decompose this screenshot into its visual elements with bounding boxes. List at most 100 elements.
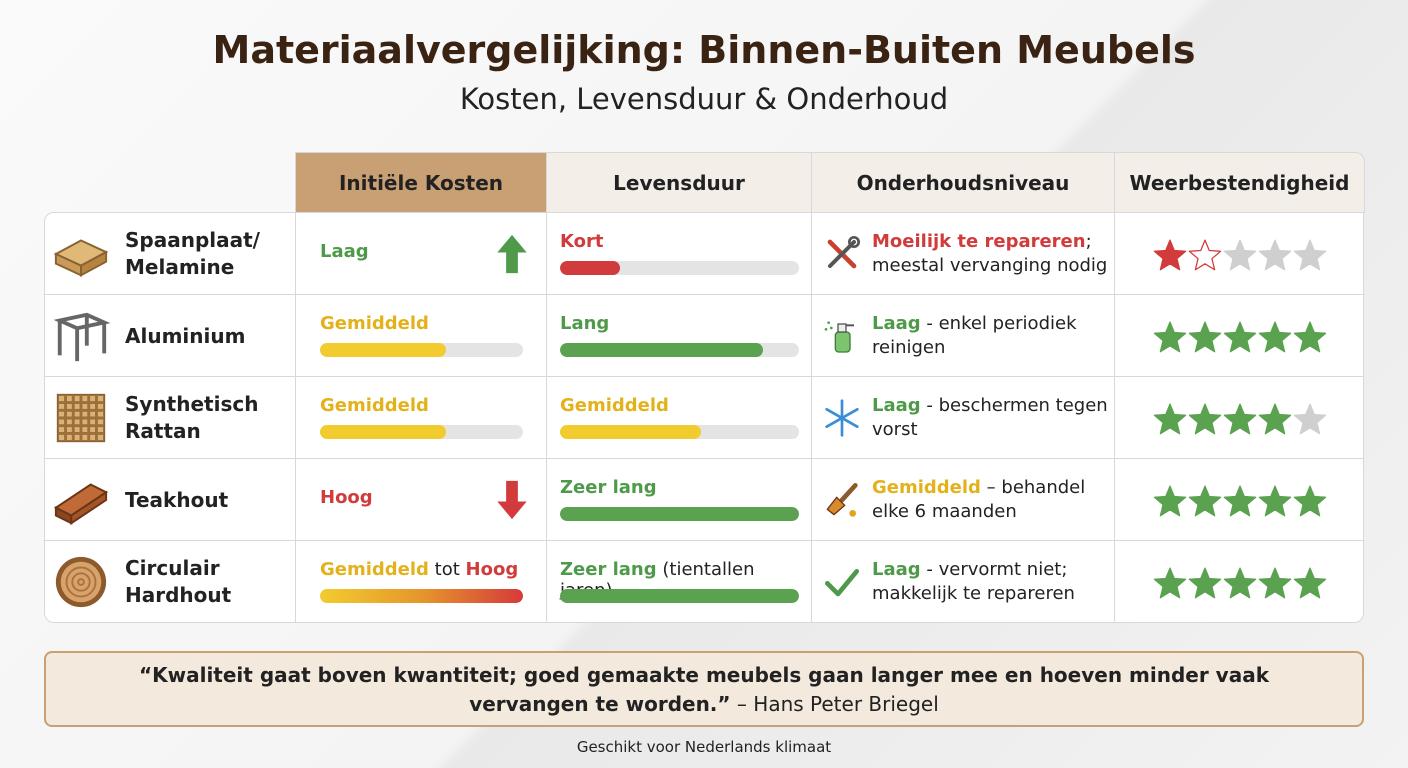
material-icon-graphic [53,239,109,277]
material-cell: Spaanplaat/Melamine [44,212,296,295]
bar-fill [320,589,523,603]
highlight-text: Moeilijk te repareren [872,231,1086,252]
star-graphic [1293,321,1327,353]
star [1293,238,1327,272]
star-graphic [1153,239,1187,271]
star-graphic [1293,567,1327,599]
bar-track [320,425,523,439]
star [1223,484,1257,518]
quote-author: – Hans Peter Briegel [736,692,939,716]
star [1223,320,1257,354]
star-graphic [1153,485,1187,517]
star [1188,320,1222,354]
bar-fill [560,261,620,275]
column-header: Initiële Kosten [295,152,547,213]
highlight-text: Lang [560,313,610,334]
material-line: Spaanplaat/ [125,228,260,252]
highlight-text: Gemiddeld [320,559,429,580]
maintenance-icon [822,398,862,438]
cost-cell: Gemiddeld tot Hoog [295,540,547,623]
trend-arrow-graphic [497,234,527,274]
star-graphic [1223,567,1257,599]
weather-cell [1114,540,1364,623]
cost-cell: Hoog [295,458,547,541]
highlight-text: Zeer lang [560,477,657,498]
highlight-text: Hoog [465,559,519,580]
weather-cell [1114,376,1364,459]
maintenance-icon-graphic [825,399,859,437]
text: – behandel elke 6 maanden [872,477,1086,522]
maintenance-text: Moeilijk te repareren; meestal vervangin… [872,213,1108,295]
highlight-text: Gemiddeld [872,477,981,498]
highlight-text: Zeer lang [560,559,657,580]
bar-fill [560,507,799,521]
highlight-text: Hoog [320,487,373,508]
maintenance-line: Laag - enkel periodiek reinigen [872,312,1108,360]
maintenance-line: Laag - vervormt niet; makkelijk te repar… [872,558,1108,606]
lifespan-label: Kort [560,231,603,252]
lifespan-cell: Kort [546,212,812,295]
maintenance-text: Gemiddeld – behandel elke 6 maanden [872,459,1108,541]
star [1258,402,1292,436]
highlight-text: Laag [320,241,369,262]
star-graphic [1153,567,1187,599]
material-icon [51,225,111,283]
star-graphic [1223,321,1257,353]
material-icon-graphic [55,556,107,608]
bar-track [320,589,523,603]
star-graphic [1188,239,1222,271]
star [1188,484,1222,518]
material-line: Circulair [125,556,220,580]
title: Materiaalvergelijking: Binnen-Buiten Meu… [212,28,1196,72]
weather-cell [1114,294,1364,377]
column-header: Onderhoudsniveau [811,152,1115,213]
star [1293,320,1327,354]
maintenance-icon [822,316,862,356]
footer: Geschikt voor Nederlands klimaat [576,738,832,756]
highlight-text: Gemiddeld [560,395,669,416]
column-header: Weerbestendigheid [1114,152,1365,213]
star [1258,238,1292,272]
star [1153,484,1187,518]
maintenance-icon-graphic [824,321,854,353]
maintenance-line: Laag - beschermen tegen vorst [872,394,1108,442]
bar-track [320,343,523,357]
cost-label: Gemiddeld tot Hoog [320,559,518,580]
maintenance-icon-graphic [827,236,860,269]
maintenance-icon-graphic [825,569,859,597]
lifespan-cell: Zeer lang (tientallen jaren) [546,540,812,623]
star-graphic [1258,485,1292,517]
weather-cell [1114,212,1364,295]
material-name: Synthetisch Rattan [125,377,258,459]
star-graphic [1153,403,1187,435]
star [1293,402,1327,436]
lifespan-cell: Zeer lang [546,458,812,541]
highlight-text: Gemiddeld [320,313,429,334]
material-cell: Synthetisch Rattan [44,376,296,459]
star-graphic [1153,321,1187,353]
bar-track [560,589,799,603]
maintenance-icon [822,480,862,520]
lifespan-label: Lang [560,313,609,334]
material-line: Synthetisch [125,392,259,416]
maintenance-cell: Laag - enkel periodiek reinigen [811,294,1115,377]
star-graphic [1188,567,1222,599]
maintenance-text: Laag - vervormt niet; makkelijk te repar… [872,541,1108,623]
star-graphic [1223,485,1257,517]
highlight-text: Laag [872,395,921,416]
star [1293,566,1327,600]
material-line: Rattan [125,419,201,443]
highlight-text: Laag [872,559,921,580]
bar-track [560,507,799,521]
weather-cell [1114,458,1364,541]
maintenance-cell: Laag - beschermen tegen vorst [811,376,1115,459]
bar-fill [560,425,701,439]
star [1188,238,1222,272]
maintenance-icon-graphic [826,483,858,517]
material-icon [51,553,111,611]
text: - enkel periodiek reinigen [872,313,1077,358]
lifespan-label: Gemiddeld [560,395,669,416]
star [1153,320,1187,354]
bar-fill [320,343,446,357]
